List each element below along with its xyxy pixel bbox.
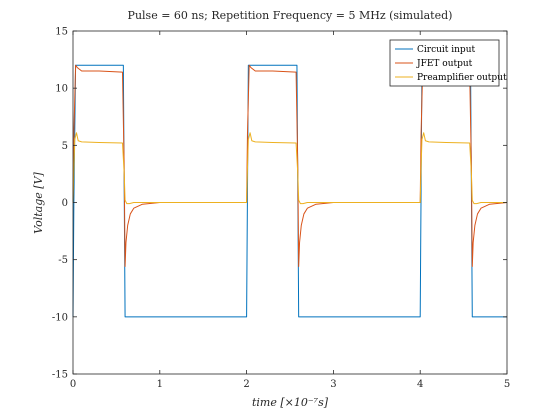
y-axis-label: Voltage [V] — [32, 171, 45, 233]
y-tick-label: 0 — [62, 198, 68, 209]
y-tick-label: 15 — [55, 27, 68, 38]
x-tick-label: 2 — [243, 379, 249, 390]
series-line-2 — [72, 132, 507, 205]
legend-label-1: JFET output — [416, 59, 473, 69]
y-tick-label: 10 — [55, 84, 68, 95]
y-tick-label: -15 — [52, 370, 68, 381]
x-tick-label: 0 — [70, 379, 76, 390]
x-tick-label: 1 — [157, 379, 163, 390]
chart-title: Pulse = 60 ns; Repetition Frequency = 5 … — [128, 9, 453, 22]
x-tick-label: 4 — [417, 379, 423, 390]
legend-label-2: Preamplifier output — [417, 73, 507, 83]
x-tick-label: 3 — [330, 379, 336, 390]
legend: Circuit input JFET output Preamplifier out… — [389, 39, 507, 87]
y-tick-label: -10 — [52, 312, 68, 323]
y-tick-label: -5 — [58, 255, 68, 266]
x-axis-label: time [×10⁻⁷s] — [252, 396, 329, 409]
legend-label-0: Circuit input — [417, 45, 475, 55]
x-tick-label: 5 — [504, 379, 510, 390]
y-tick-label: 5 — [62, 141, 68, 152]
